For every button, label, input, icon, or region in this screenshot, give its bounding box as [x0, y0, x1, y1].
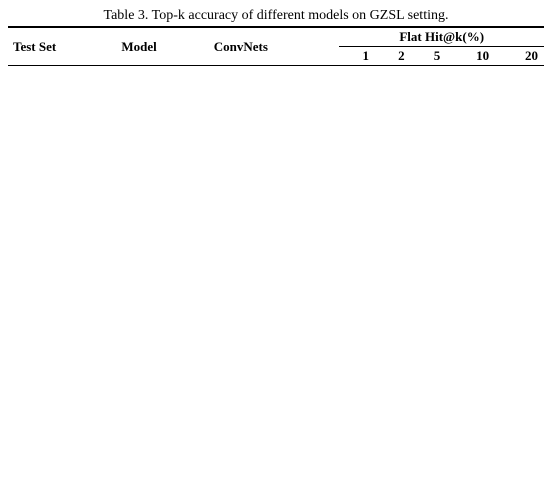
results-table: Test Set Model ConvNets Flat Hit@k(%) 1 … — [8, 26, 544, 66]
col-model: Model — [116, 27, 208, 66]
col-k10: 10 — [446, 47, 495, 66]
col-testset: Test Set — [8, 27, 116, 66]
col-k20: 20 — [495, 47, 544, 66]
col-k2: 2 — [375, 47, 411, 66]
col-convnets: ConvNets — [209, 27, 340, 66]
col-flat-hit: Flat Hit@k(%) — [339, 27, 544, 47]
col-k1: 1 — [339, 47, 375, 66]
table-header: Test Set Model ConvNets Flat Hit@k(%) 1 … — [8, 27, 544, 66]
col-k5: 5 — [411, 47, 447, 66]
table-caption: Table 3. Top-k accuracy of different mod… — [8, 8, 544, 24]
